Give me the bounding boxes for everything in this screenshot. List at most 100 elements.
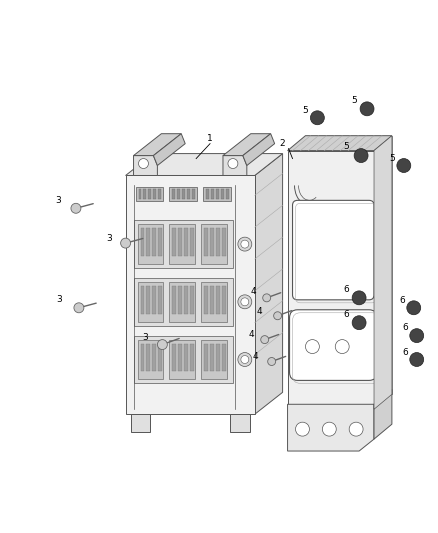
Bar [210,228,214,256]
Bar [222,286,226,314]
Polygon shape [134,134,181,156]
Polygon shape [131,414,150,432]
Polygon shape [223,156,247,175]
Bar [148,189,152,199]
Bar [172,286,176,314]
Bar [201,224,227,264]
Bar [190,344,194,372]
Circle shape [407,301,421,315]
Text: 2: 2 [280,139,286,148]
Bar [153,189,156,199]
Circle shape [354,149,368,163]
Bar [216,344,220,372]
Bar [177,189,180,199]
Bar [204,228,208,256]
Bar [222,344,226,372]
Bar [170,224,195,264]
Bar [141,344,145,372]
Bar [146,286,150,314]
Bar [144,189,146,199]
Text: 6: 6 [343,285,349,294]
Bar [159,228,162,256]
Text: 6: 6 [402,323,408,332]
Bar [206,189,209,199]
Polygon shape [288,404,374,451]
Polygon shape [223,134,271,156]
Bar [192,189,195,199]
Circle shape [157,340,167,350]
Polygon shape [255,154,283,414]
Bar [138,282,163,322]
Bar [211,189,214,199]
Bar [216,286,220,314]
Bar [184,286,188,314]
Text: 3: 3 [56,295,62,304]
Bar [190,286,194,314]
Bar [170,282,195,322]
Polygon shape [153,134,185,166]
Bar [182,189,185,199]
FancyBboxPatch shape [293,200,374,300]
Circle shape [410,329,424,343]
Bar [184,344,188,372]
Circle shape [241,356,249,364]
Circle shape [296,422,309,436]
Circle shape [322,422,336,436]
Polygon shape [305,136,392,394]
Text: 1: 1 [207,134,213,143]
Circle shape [352,291,366,305]
Bar [170,188,197,201]
Polygon shape [374,389,392,439]
Polygon shape [126,154,283,175]
Bar [226,189,229,199]
Polygon shape [288,136,392,151]
Bar [152,286,156,314]
Bar [178,228,182,256]
Circle shape [241,298,249,306]
Polygon shape [126,175,255,414]
Bar [170,340,195,379]
Circle shape [261,336,268,344]
Text: 6: 6 [343,310,349,319]
Bar [216,189,219,199]
Circle shape [71,203,81,213]
Text: 3: 3 [55,196,61,205]
Bar [203,188,231,201]
Bar [159,189,161,199]
Polygon shape [288,151,374,409]
Polygon shape [243,134,275,166]
Bar [141,286,145,314]
Bar [184,228,188,256]
Circle shape [410,352,424,367]
Bar [210,344,214,372]
Circle shape [360,102,374,116]
Bar [210,286,214,314]
Bar [134,278,233,326]
Bar [178,344,182,372]
Text: 4: 4 [249,330,254,339]
Polygon shape [134,156,157,175]
Bar [204,286,208,314]
Circle shape [349,422,363,436]
Bar [178,286,182,314]
Bar [152,228,156,256]
Text: 5: 5 [343,142,349,151]
Circle shape [274,312,282,320]
Bar [172,189,175,199]
Bar [141,228,145,256]
Text: 5: 5 [351,96,357,106]
Circle shape [263,294,271,302]
Text: 3: 3 [106,233,112,243]
Polygon shape [230,414,250,432]
Circle shape [238,295,252,309]
Text: 3: 3 [143,333,148,342]
Bar [222,228,226,256]
Circle shape [241,240,249,248]
Text: 4: 4 [253,352,258,361]
Text: 5: 5 [303,106,308,115]
Circle shape [120,238,131,248]
Bar [204,344,208,372]
Circle shape [238,237,252,251]
Circle shape [228,158,238,168]
Bar [190,228,194,256]
